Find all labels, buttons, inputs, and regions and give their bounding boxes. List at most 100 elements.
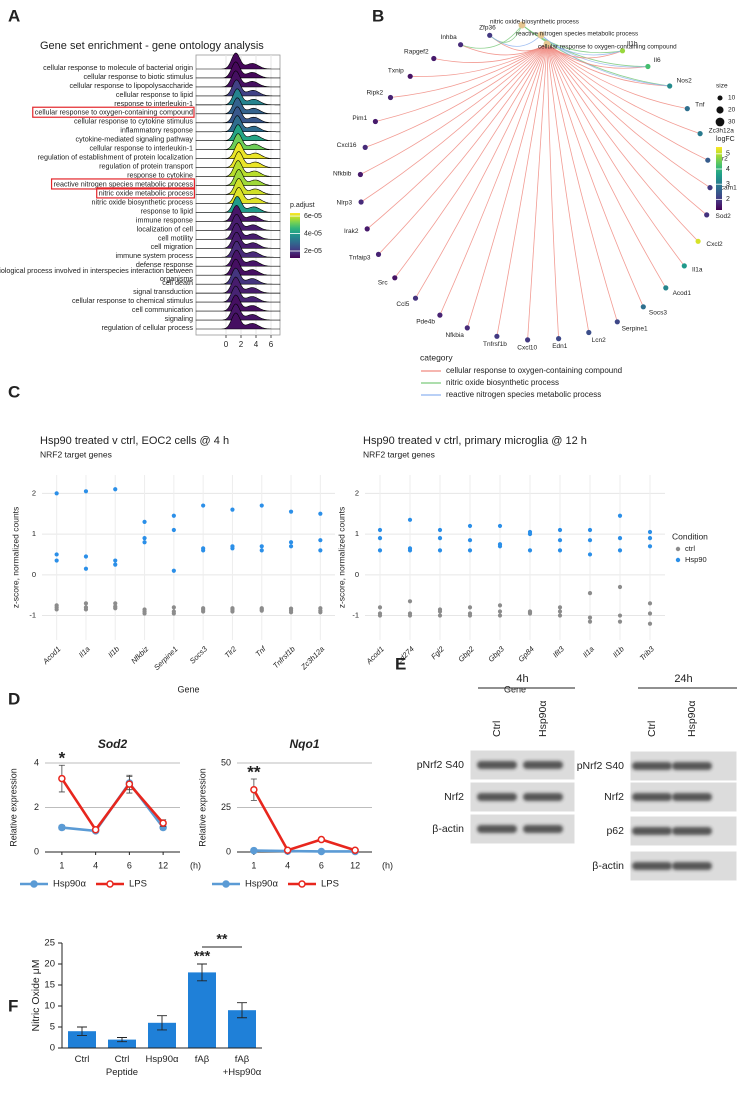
ridge bbox=[195, 294, 281, 312]
dot bbox=[467, 605, 473, 610]
x-tick-label: Fgl2 bbox=[429, 644, 446, 661]
gene-node bbox=[667, 83, 673, 89]
chart-title: Hsp90 treated v ctrl, primary microglia … bbox=[363, 435, 587, 447]
legend-label: Hsp90α bbox=[53, 879, 86, 890]
blot-band bbox=[477, 793, 517, 801]
ridge bbox=[195, 204, 281, 222]
edge bbox=[496, 43, 548, 337]
series-line bbox=[253, 849, 356, 853]
blot-band bbox=[672, 862, 712, 870]
chart-title: Hsp90 treated v ctrl, EOC2 cells @ 4 h bbox=[40, 435, 229, 447]
ridge bbox=[195, 178, 281, 195]
dot bbox=[497, 544, 503, 549]
legend-label: LPS bbox=[321, 879, 339, 890]
ridge bbox=[195, 267, 281, 285]
gene-label: Tnfaip3 bbox=[349, 255, 371, 262]
dot bbox=[113, 601, 118, 606]
edge bbox=[546, 43, 670, 87]
dot bbox=[467, 538, 473, 543]
point bbox=[317, 835, 326, 844]
y-tick-label: 4 bbox=[34, 757, 39, 767]
gene-label: Acod1 bbox=[673, 290, 692, 297]
gene-node bbox=[464, 325, 470, 331]
gene-node bbox=[697, 131, 703, 137]
edge bbox=[460, 24, 523, 49]
blot-lane-label: Ctrl bbox=[646, 721, 658, 737]
y-tick-label: defense response bbox=[136, 260, 193, 269]
significance-label: ** bbox=[247, 763, 261, 782]
gene-node bbox=[364, 226, 370, 232]
dot bbox=[437, 613, 443, 618]
colorbar-tick-label: 5 bbox=[726, 151, 730, 158]
edge bbox=[546, 43, 701, 134]
dot bbox=[557, 538, 563, 543]
colorbar-tick-label: 3 bbox=[726, 181, 730, 188]
ridge bbox=[196, 312, 280, 330]
ridge bbox=[195, 258, 281, 276]
legend-marker bbox=[106, 880, 114, 888]
dot bbox=[587, 552, 593, 557]
dot bbox=[377, 527, 383, 533]
y-tick-label: regulation of cellular process bbox=[102, 323, 194, 332]
ridge bbox=[195, 196, 281, 213]
dot bbox=[113, 487, 118, 492]
dot bbox=[587, 527, 593, 533]
y-tick-label: 0 bbox=[50, 1043, 55, 1054]
significance-label: * bbox=[59, 749, 66, 768]
gene-label: Tnfrsf1b bbox=[483, 341, 507, 348]
gene-node bbox=[372, 118, 378, 125]
y-tick-label: immune system process bbox=[116, 251, 194, 260]
gene-node bbox=[704, 212, 710, 218]
y-axis-label: Relative expression bbox=[8, 768, 18, 847]
blot-band bbox=[523, 825, 563, 833]
x-tick-label: Tlr2 bbox=[223, 644, 239, 660]
significance-label: *** bbox=[194, 948, 211, 964]
gene-label: Il1b bbox=[627, 41, 638, 48]
size-legend-title: size bbox=[716, 83, 728, 90]
x-tick-label: 4 bbox=[254, 340, 259, 349]
dot bbox=[377, 536, 383, 541]
y-tick-label: 0 bbox=[32, 570, 36, 579]
gene-label: Rapgef2 bbox=[404, 49, 429, 56]
x-tick-label-line: Ctrl bbox=[75, 1054, 90, 1065]
gene-label: Nfkbia bbox=[445, 332, 464, 339]
category-node-label: cellular response to oxygen-containing c… bbox=[538, 44, 677, 51]
blot-band bbox=[632, 762, 672, 770]
point bbox=[125, 780, 134, 788]
gene-node bbox=[525, 337, 531, 343]
legend-label: Hsp90α bbox=[245, 879, 278, 890]
x-tick-label: Serpine1 bbox=[152, 644, 180, 672]
gene-label: Nlrp3 bbox=[337, 200, 353, 207]
gene-label: Il6 bbox=[654, 57, 661, 64]
y-tick-label: 50 bbox=[221, 757, 231, 767]
gene-node bbox=[487, 32, 493, 38]
gene-label: Ripk2 bbox=[366, 90, 383, 97]
dot bbox=[318, 610, 323, 615]
gene-node bbox=[556, 336, 562, 342]
y-tick-label: -1 bbox=[352, 611, 359, 620]
legend-label: Hsp90 bbox=[685, 555, 707, 564]
dot bbox=[377, 613, 383, 618]
x-tick-label: 4 bbox=[285, 860, 290, 870]
chart-subtitle: NRF2 target genes bbox=[40, 449, 112, 459]
blot-band bbox=[672, 762, 712, 770]
dot bbox=[557, 605, 563, 610]
ridge bbox=[195, 142, 281, 159]
edge bbox=[365, 43, 548, 148]
legend-marker bbox=[675, 557, 681, 563]
ridge bbox=[195, 187, 281, 204]
bar bbox=[188, 972, 216, 1048]
gene-label: Src bbox=[378, 279, 389, 286]
edge bbox=[546, 43, 699, 242]
blot-lane-label: Hsp90α bbox=[537, 701, 549, 737]
x-tick-label: Il1b bbox=[106, 644, 121, 659]
category-node bbox=[537, 31, 545, 39]
y-tick-label: localization of cell bbox=[137, 224, 194, 233]
dot bbox=[54, 552, 59, 557]
y-tick-label: reactive nitrogen species metabolic proc… bbox=[54, 179, 194, 188]
colorbar bbox=[290, 213, 300, 258]
point bbox=[58, 823, 66, 832]
y-tick-label: cellular response to cytokine stimulus bbox=[74, 117, 193, 126]
x-tick-label: 12 bbox=[158, 860, 168, 870]
